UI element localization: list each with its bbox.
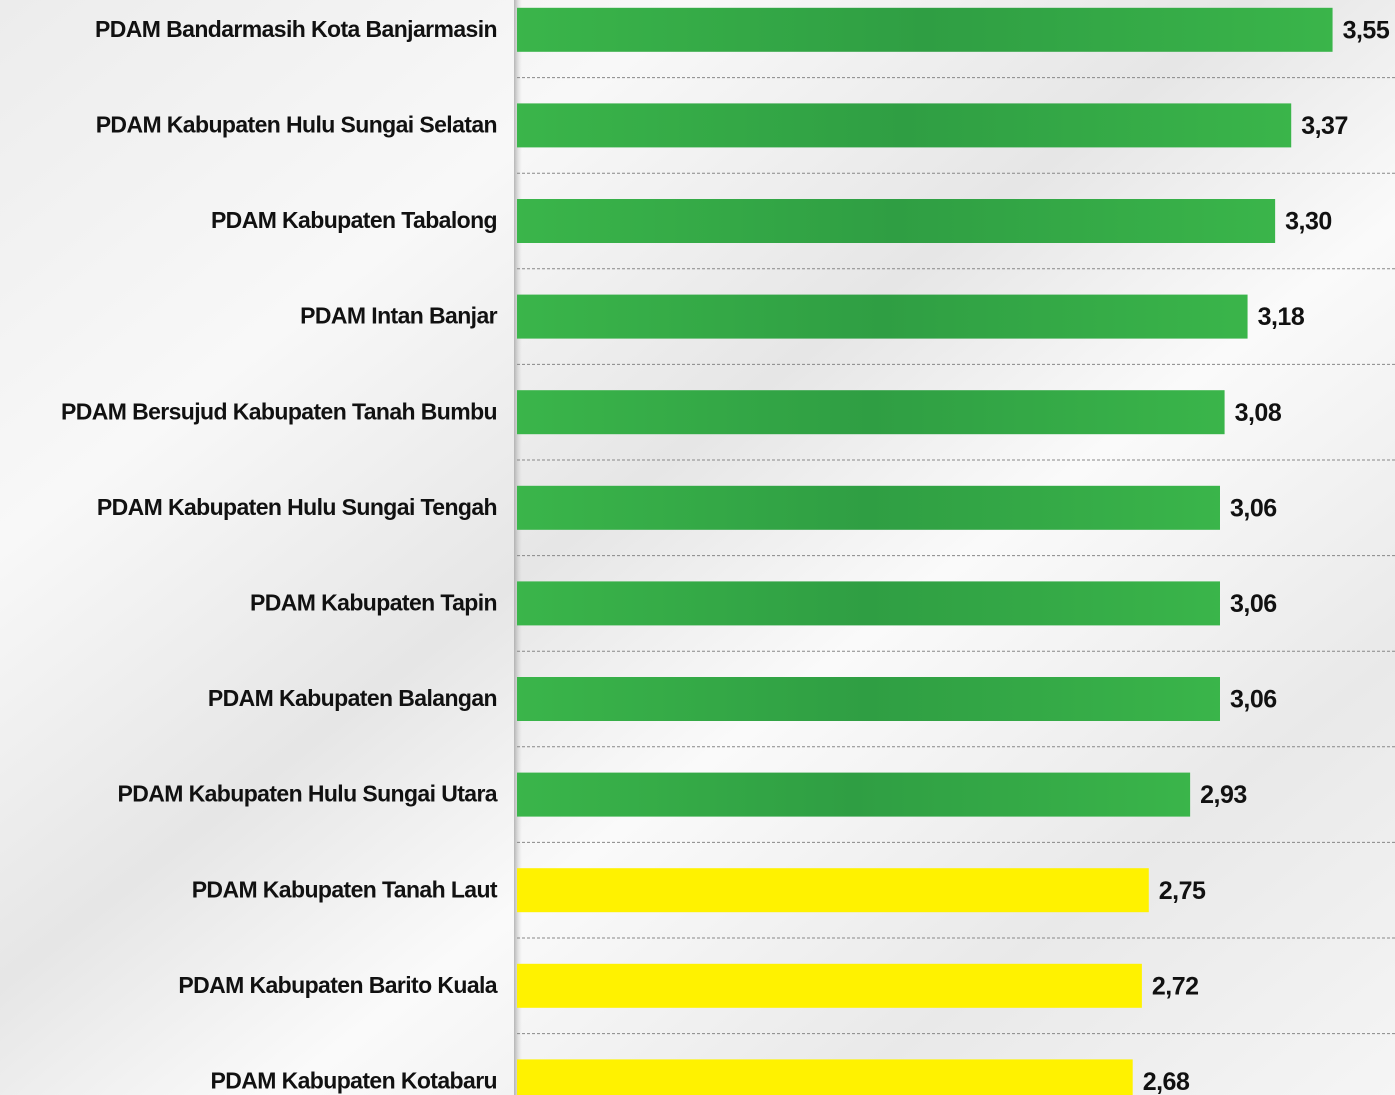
bar bbox=[517, 294, 1248, 339]
value-label: 3,18 bbox=[1258, 303, 1305, 331]
value-label: 3,06 bbox=[1230, 686, 1277, 714]
bar bbox=[517, 390, 1225, 435]
category-label: PDAM Kabupaten Hulu Sungai Selatan bbox=[96, 111, 497, 137]
value-label: 3,06 bbox=[1230, 590, 1277, 618]
value-label: 3,06 bbox=[1230, 494, 1277, 522]
value-label: 2,93 bbox=[1200, 781, 1247, 809]
category-label: PDAM Kabupaten Hulu Sungai Tengah bbox=[97, 494, 497, 520]
axis-shadow bbox=[514, 0, 522, 1095]
value-label: 3,30 bbox=[1285, 208, 1332, 236]
bar bbox=[517, 677, 1220, 721]
category-label: PDAM Intan Banjar bbox=[300, 303, 497, 329]
value-label: 2,75 bbox=[1159, 877, 1206, 905]
category-label: PDAM Kabupaten Balangan bbox=[208, 685, 497, 711]
bar bbox=[517, 485, 1220, 530]
value-label: 3,37 bbox=[1301, 112, 1348, 140]
bar bbox=[517, 868, 1149, 913]
category-label: PDAM Bandarmasih Kota Banjarmasin bbox=[95, 16, 497, 42]
value-label: 2,72 bbox=[1152, 972, 1199, 1000]
value-label: 2,68 bbox=[1143, 1068, 1190, 1095]
value-label: 3,08 bbox=[1235, 399, 1282, 427]
bar bbox=[517, 1059, 1133, 1095]
category-label: PDAM Kabupaten Kotabaru bbox=[211, 1067, 498, 1093]
category-label: PDAM Kabupaten Tapin bbox=[250, 589, 497, 615]
category-label: PDAM Kabupaten Barito Kuala bbox=[178, 972, 497, 998]
value-label: 3,55 bbox=[1343, 16, 1390, 44]
category-label: PDAM Kabupaten Tabalong bbox=[211, 207, 497, 233]
bar bbox=[517, 772, 1191, 817]
category-label: PDAM Kabupaten Hulu Sungai Utara bbox=[118, 781, 498, 807]
category-label: PDAM Kabupaten Tanah Laut bbox=[192, 876, 498, 902]
bar bbox=[517, 581, 1220, 626]
bar bbox=[517, 199, 1276, 243]
bar bbox=[517, 103, 1292, 148]
category-label: PDAM Bersujud Kabupaten Tanah Bumbu bbox=[61, 398, 497, 424]
plot: PDAM Bandarmasih Kota Banjarmasin 3,55 PDA… bbox=[61, 7, 1395, 1095]
bar bbox=[517, 7, 1333, 52]
bar bbox=[517, 963, 1142, 1008]
